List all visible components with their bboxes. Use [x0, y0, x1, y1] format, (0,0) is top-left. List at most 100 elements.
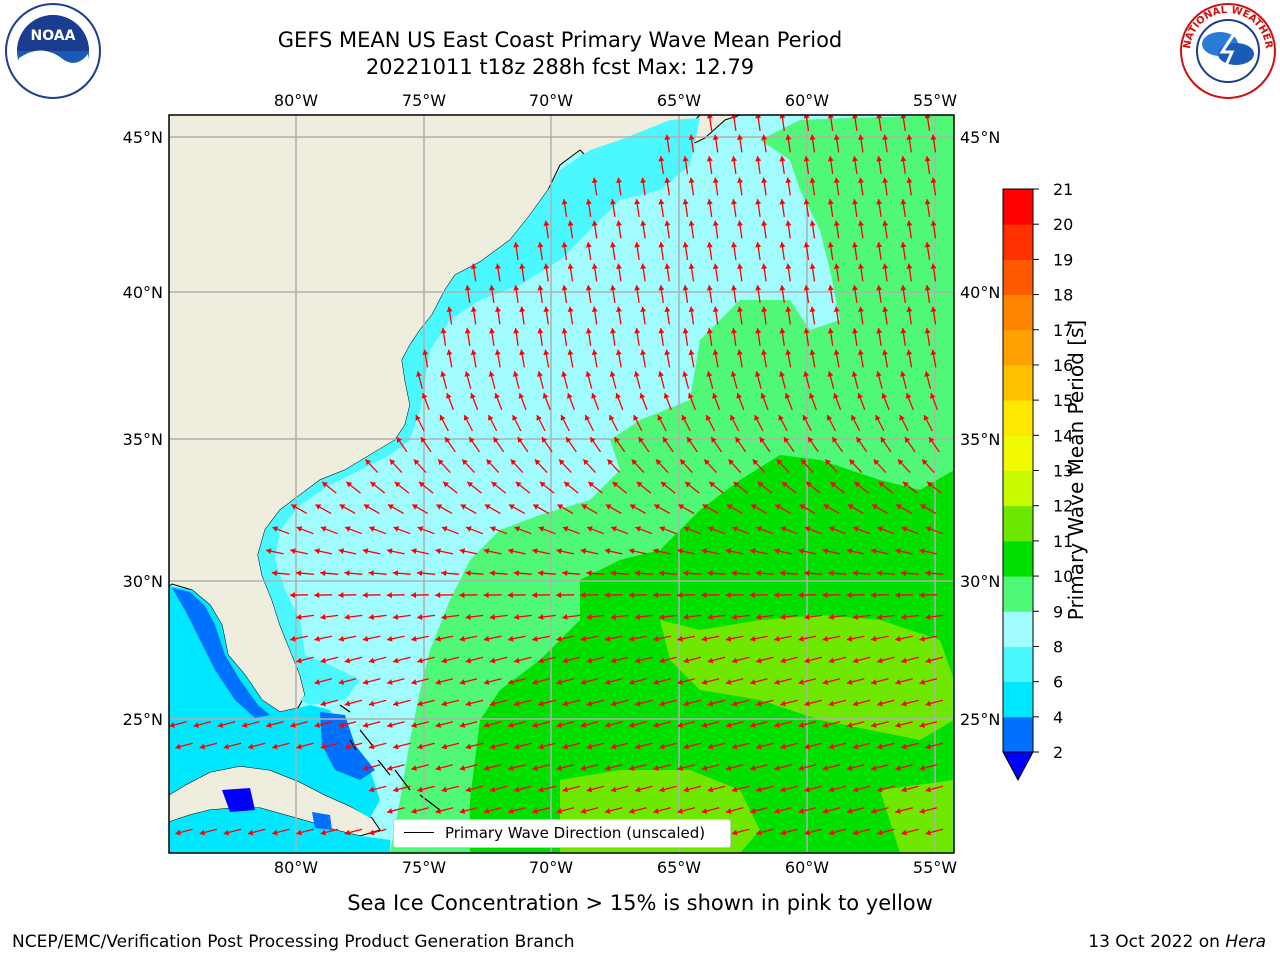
wave-arrow-head: [906, 349, 913, 356]
wave-arrow-head: [808, 437, 814, 443]
wave-arrow-head: [296, 743, 302, 750]
lat-tick-left-0: 45°N: [123, 128, 163, 147]
wave-arrow-head: [871, 548, 877, 555]
wave-arrow-head: [677, 592, 683, 599]
wave-arrow-head: [701, 679, 708, 685]
wave-arrow-head: [223, 743, 230, 750]
wave-arrow-head: [846, 592, 852, 599]
wave-arrow-head: [682, 242, 689, 248]
wave-arrow-head: [610, 285, 616, 291]
wave-arrow-head: [537, 328, 544, 334]
wave-arrow-head: [610, 743, 617, 750]
wave-arrow-head: [731, 199, 737, 205]
wave-arrow-head: [393, 657, 399, 664]
credit-text: NCEP/EMC/Verification Post Processing Pr…: [12, 932, 575, 952]
wave-arrow-head: [923, 415, 929, 421]
wave-arrow-head: [925, 657, 931, 664]
wave-arrow-head: [730, 371, 737, 377]
wave-arrow-head: [616, 306, 622, 312]
wave-arrow-head: [882, 263, 889, 269]
wave-arrow-head: [803, 285, 810, 291]
wave-arrow-head: [733, 481, 740, 488]
wave-arrow-head: [657, 415, 663, 421]
wave-arrow-head: [615, 393, 621, 399]
wave-arrow-head: [580, 722, 587, 728]
wave-arrow-head: [924, 199, 931, 205]
wave-arrow-head: [514, 700, 520, 707]
wave-arrow-head: [320, 657, 326, 664]
wave-arrow-head: [930, 220, 937, 226]
wave-arrow-head: [755, 115, 762, 119]
wave-arrow-head: [368, 743, 375, 750]
wave-arrow-head: [629, 548, 635, 555]
wave-arrow-head: [513, 570, 520, 577]
wave-arrow-head: [653, 679, 659, 685]
wave-arrow-head: [731, 657, 738, 664]
wave-arrow-head: [580, 548, 587, 555]
wave-arrow-head: [856, 437, 862, 443]
wave-arrow-head: [877, 786, 883, 793]
wave-arrow-head: [465, 700, 472, 707]
wave-arrow-head: [556, 548, 562, 555]
wave-arrow-head: [925, 829, 931, 836]
wave-arrow-head: [781, 481, 788, 488]
wave-arrow-head: [925, 700, 931, 707]
wave-arrow-head: [635, 743, 641, 750]
wave-arrow-head: [755, 614, 762, 620]
wave-arrow-head: [881, 393, 888, 399]
wave-arrow-head: [368, 614, 374, 620]
wave-arrow-head: [871, 635, 877, 642]
wave-arrow-head: [905, 393, 912, 399]
wave-arrow-head: [659, 786, 665, 793]
wave-arrow-head: [386, 592, 392, 599]
wave-arrow-head: [413, 459, 420, 466]
wave-arrow-head: [701, 548, 708, 555]
wave-arrow-head: [688, 393, 694, 399]
colorbar: [1002, 188, 1039, 782]
wave-arrow-head: [314, 635, 320, 642]
wave-arrow-head: [636, 481, 643, 488]
wave-arrow-head: [900, 285, 907, 291]
wave-arrow-head: [725, 548, 732, 555]
wave-arrow-head: [900, 115, 907, 119]
wave-arrow-head: [785, 263, 792, 269]
wave-arrow-head: [443, 481, 449, 488]
wave-arrow-head: [780, 570, 786, 577]
wave-arrow-head: [858, 263, 864, 269]
wave-arrow-head: [780, 786, 786, 793]
wave-arrow-head: [610, 614, 616, 620]
wave-arrow-head: [368, 829, 375, 836]
wave-arrow-head: [852, 328, 858, 334]
wave-arrow-head: [737, 306, 743, 312]
wave-arrow-head: [446, 306, 453, 312]
wave-arrow-head: [387, 548, 393, 555]
wave-arrow-head: [654, 504, 660, 510]
wave-arrow-head: [604, 722, 611, 728]
wave-arrow-head: [610, 328, 616, 334]
wave-arrow-head: [466, 526, 472, 532]
wave-arrow-head: [417, 526, 424, 532]
wave-arrow-head: [901, 829, 907, 836]
wave-arrow-head: [532, 722, 538, 728]
wave-arrow-head: [778, 415, 784, 421]
wave-arrow-head: [900, 371, 906, 377]
lon-tick-bottom-4: 60°W: [785, 858, 829, 877]
wave-arrow-head: [567, 220, 574, 226]
wave-arrow-head: [798, 592, 804, 599]
wave-arrow-head: [799, 504, 806, 510]
wave-arrow-head: [538, 657, 544, 664]
wave-arrow-head: [776, 459, 783, 466]
colorbar-tick-label: 9: [1053, 602, 1063, 621]
wave-arrow-head: [822, 722, 829, 728]
wave-arrow-head: [417, 614, 423, 620]
wave-arrow-head: [828, 570, 834, 577]
wave-arrow-head: [314, 548, 320, 555]
wave-arrow-head: [877, 743, 883, 750]
wave-arrow-head: [344, 570, 350, 577]
wave-arrow-head: [586, 614, 592, 620]
wave-arrow-head: [851, 371, 858, 377]
wave-arrow-head: [658, 199, 665, 205]
colorbar-tick-label: 2: [1053, 743, 1063, 762]
lon-tick-top-4: 60°W: [785, 91, 829, 110]
lon-tick-top-3: 65°W: [657, 91, 701, 110]
